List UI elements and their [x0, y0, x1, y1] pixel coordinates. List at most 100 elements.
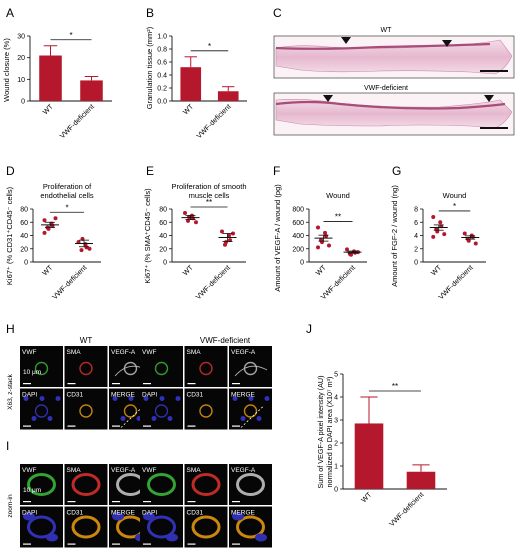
micro-h-tile-1-dapi	[140, 388, 183, 430]
chart-e-point-1-0	[220, 229, 224, 234]
chart-f-ytick-label-3: 600	[292, 220, 304, 227]
chart-f-point-0-1	[323, 230, 327, 235]
panel-letter-b: B	[146, 6, 154, 20]
chart-f-point-0-2	[324, 234, 328, 239]
micro-h-tile-0-merge-scalebar	[112, 425, 120, 427]
micro-h-tile-0-cd31-label: CD31	[67, 392, 84, 399]
chart-j-ytick-label-1: 1	[334, 464, 338, 471]
micro-h-tile-1-merge-label: MERGE	[231, 392, 256, 399]
micro-i-tile-0-vwf-label: VWF	[22, 467, 36, 474]
micro-h-tile-1-merge-nucleus-3	[256, 416, 262, 421]
micro-h-tile-1-cd31-scalebar	[187, 425, 196, 427]
micro-h-tile-1-vwf-scalebar	[143, 383, 151, 385]
micro-h-tile-0-sma	[64, 346, 108, 387]
micro-i-tile-0-merge-label: MERGE	[111, 510, 136, 517]
histology-vwf-label: VWF-deficient	[364, 85, 408, 92]
chart-f-xlabel-0: WT	[314, 263, 329, 278]
chart-b-sig-label: *	[208, 42, 211, 51]
micro-h-tile-1-vwf-signal	[154, 361, 169, 376]
panel-letter-c: C	[273, 6, 282, 20]
micro-h-tile-1-merge-zoom-guide	[240, 406, 264, 428]
micro-h-scale-label: 10 μm	[23, 369, 41, 376]
chart-b-ylabel: Granulation tissue (mm²)	[145, 26, 154, 109]
chart-d-ytick-label-1: 20	[20, 246, 28, 253]
chart-j-ytick-label-2: 2	[334, 441, 338, 448]
micro-i-tile-1-cd31-scalebar	[187, 543, 196, 545]
chart-a-wound-closure: 0 10 20 30 Wound closure (%) WT VWF-deficient *	[2, 31, 112, 140]
chart-g-ytick-label-1: 2	[414, 246, 418, 253]
micro-i-tile-1-dapi-nucleus-b	[166, 533, 178, 542]
histology-vwf-arrow-left	[323, 95, 333, 102]
chart-d-title-line-0: Proliferation of	[43, 182, 92, 191]
chart-a-bar-0	[39, 55, 62, 101]
micro-i-tile-1-dapi-nucleus-a	[143, 512, 155, 521]
micro-h-tile-1-dapi-nucleus-3	[167, 416, 173, 421]
panel-letter-h: H	[6, 322, 15, 336]
chart-b-ytick-label-3: 0.6	[157, 60, 167, 67]
chart-j-ytick-label-3: 3	[334, 418, 338, 425]
micro-i-scale-label: 10 μm	[23, 487, 41, 494]
microscopy-panel-i: zoom-in VWF SMA VEGF-A DAPI CD31 MERGE VWF SMA V…	[7, 464, 272, 548]
chart-b-xlabel-1: VWF-deficient	[194, 102, 232, 140]
micro-h-tile-0-dapi-nucleus-2	[39, 396, 45, 401]
chart-b-xlabel-0: WT	[181, 102, 196, 117]
micro-h-side-label: X63, z-stack	[7, 373, 14, 410]
chart-e-ytick-label-0: 0	[163, 260, 167, 267]
chart-g-ylabel: Amount of FGF-2 / wound (ng)	[390, 185, 399, 287]
micro-h-tile-0-vwf-label: VWF	[22, 349, 36, 356]
micro-i-side-label: zoom-in	[7, 494, 14, 518]
chart-a-ytick-label-0: 0	[21, 99, 25, 106]
micro-h-tile-1-sma-scalebar	[187, 383, 196, 385]
micro-h-tile-0-merge-zoom-guide	[120, 406, 144, 428]
micro-h-tile-0-merge-nucleus-1	[120, 416, 126, 421]
histology-wt-arrow-right	[442, 40, 452, 47]
micro-i-tile-0-sma-label: SMA	[67, 467, 82, 474]
chart-g-point-1-5	[473, 241, 478, 246]
chart-g-point-1-2	[470, 234, 475, 239]
micro-i-tile-1-merge-label: MERGE	[231, 510, 256, 517]
micro-h-tile-1-merge-nucleus-0	[232, 396, 238, 401]
micro-h-tile-1-dapi-signal	[154, 404, 169, 418]
microscopy-panel-h: WT VWF-deficient X63, z-stack VWF SMA VEGF…	[7, 336, 272, 430]
chart-b-bar-1	[217, 91, 239, 101]
panel-letter-i: I	[6, 439, 9, 453]
chart-d-point-0-0	[42, 218, 47, 223]
chart-f-point-0-6	[316, 245, 320, 250]
micro-i-tile-1-vwf-label: VWF	[142, 467, 156, 474]
micro-h-tile-0-merge-nucleus-0	[112, 396, 118, 401]
micro-h-tile-0-dapi-nucleus-4	[55, 396, 61, 401]
micro-h-tile-0-cd31-signal	[79, 404, 93, 418]
micro-i-tile-1-sma-signal	[191, 473, 221, 496]
chart-a-ytick-label-1: 10	[17, 77, 25, 84]
chart-j-bar-1	[406, 471, 436, 489]
chart-j-ylabel-line-0: Sum of VEGF-A pixel intensity (AU)	[316, 375, 325, 488]
micro-h-tile-0-vegf-a-scalebar	[112, 383, 120, 385]
chart-b-ytick-label-4: 0.8	[157, 47, 167, 54]
chart-e-ytick-label-1: 20	[159, 246, 167, 253]
micro-h-tile-1-cd31	[184, 388, 228, 430]
micro-h-tile-0-dapi-nucleus-1	[31, 416, 37, 421]
chart-e-point-0-0	[183, 210, 187, 215]
chart-g-xlabel-0: WT	[429, 263, 444, 278]
chart-e-title-line-1: muscle cells	[189, 191, 230, 200]
chart-d-ytick-label-4: 80	[20, 207, 28, 214]
micro-i-tile-0-vwf-signal	[27, 473, 56, 496]
micro-h-tile-1-merge-nucleus-2	[248, 396, 254, 401]
chart-j-ytick-label-4: 4	[334, 395, 338, 402]
histology-vwf-band	[275, 100, 506, 110]
micro-h-tile-0-merge-label: MERGE	[111, 392, 136, 399]
micro-h-tile-1-dapi-nucleus-2	[159, 396, 165, 401]
chart-g-ytick-label-3: 6	[414, 220, 418, 227]
histology-wt-band	[275, 42, 491, 50]
micro-i-tile-0-sma-scalebar	[67, 501, 76, 503]
panel-letter-e: E	[146, 164, 154, 178]
chart-a-ytick-label-3: 30	[17, 34, 25, 41]
chart-b-ytick-label-0: 0.0	[157, 99, 167, 106]
micro-h-tile-1-vegf-a-texture	[234, 365, 268, 377]
chart-f-ytick-label-0: 0	[300, 260, 304, 267]
micro-h-tile-1-merge-signal	[243, 404, 258, 418]
micro-i-tile-0-merge-nucleus-a	[112, 512, 124, 521]
chart-d-point-1-5	[87, 246, 92, 251]
micro-h-tile-1-dapi-label: DAPI	[142, 392, 157, 399]
